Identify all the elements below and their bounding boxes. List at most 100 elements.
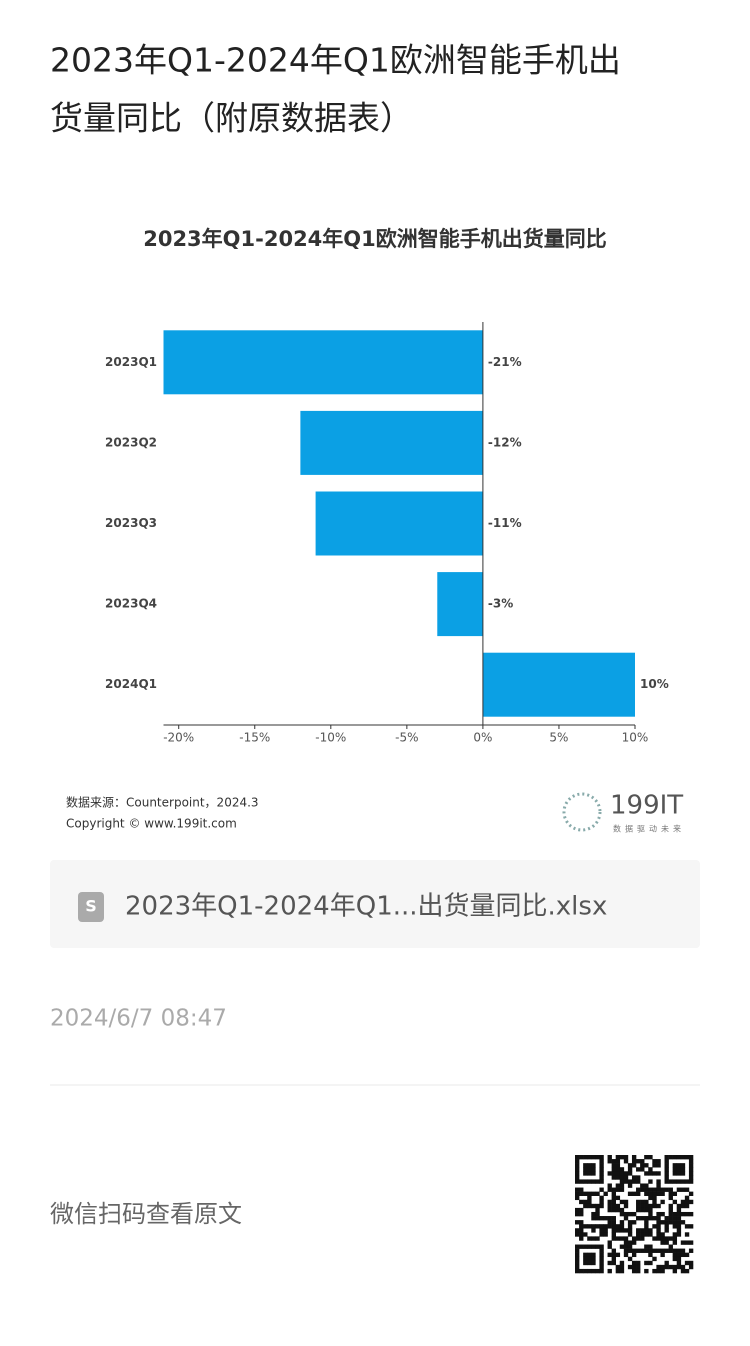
qr-module (591, 1268, 596, 1274)
qr-module (607, 1240, 612, 1245)
qr-module (688, 1155, 694, 1160)
qr-module (660, 1199, 665, 1205)
qr-module (640, 1228, 645, 1233)
qr-module (676, 1248, 682, 1253)
qr-module (615, 1224, 621, 1229)
qr-module (652, 1171, 657, 1176)
qr-module (583, 1224, 588, 1229)
chart-title: 2023年Q1-2024年Q1欧洲智能手机出货量同比 (143, 227, 607, 251)
qr-module (591, 1171, 596, 1176)
qr-module (615, 1207, 621, 1213)
qr-module (672, 1155, 678, 1160)
qr-module (579, 1207, 584, 1213)
qr-module (575, 1260, 580, 1266)
qr-module (575, 1207, 580, 1213)
qr-module (648, 1155, 653, 1160)
qr-module (627, 1211, 633, 1217)
qr-module (668, 1248, 673, 1253)
qr-module (676, 1155, 682, 1160)
qr-module (648, 1232, 653, 1237)
qr-module (688, 1248, 694, 1253)
qr-module (676, 1207, 682, 1213)
qr-module (579, 1232, 584, 1237)
qr-module (619, 1268, 625, 1274)
qr-module (583, 1268, 588, 1274)
qr-module (631, 1260, 637, 1266)
qr-module (664, 1228, 669, 1233)
qr-module (672, 1179, 678, 1184)
qr-module (644, 1171, 649, 1176)
qr-module (688, 1191, 694, 1196)
qr-module (640, 1167, 645, 1172)
qr-code[interactable] (575, 1155, 694, 1274)
qr-module (660, 1191, 665, 1196)
qr-module (591, 1244, 596, 1249)
qr-module (631, 1240, 637, 1245)
qr-module (644, 1183, 649, 1188)
qr-module (627, 1248, 633, 1253)
qr-module (688, 1211, 694, 1217)
qr-module (611, 1191, 616, 1196)
qr-module (676, 1179, 682, 1184)
qr-module (652, 1187, 657, 1192)
qr-module (591, 1256, 596, 1262)
qr-module (607, 1187, 612, 1192)
attachment-card[interactable] (50, 860, 700, 948)
qr-module (603, 1224, 608, 1229)
qr-module (648, 1195, 653, 1201)
qr-module (575, 1191, 580, 1196)
qr-module (607, 1171, 612, 1176)
qr-module (623, 1211, 629, 1217)
qr-module (636, 1159, 641, 1164)
qr-module (656, 1216, 661, 1221)
qr-module (579, 1268, 584, 1274)
qr-module (607, 1224, 612, 1229)
value-label: -3% (488, 597, 513, 611)
qr-module (680, 1187, 686, 1192)
bar (163, 330, 483, 395)
qr-module (611, 1252, 616, 1258)
qr-module (615, 1159, 621, 1164)
value-label: -12% (488, 435, 522, 449)
qr-module (591, 1260, 596, 1266)
qr-module (599, 1163, 604, 1168)
qr-module (619, 1244, 625, 1249)
qr-module (611, 1232, 616, 1237)
qr-module (591, 1224, 596, 1229)
qr-module (684, 1179, 690, 1184)
qr-module (599, 1175, 604, 1180)
qr-module (664, 1220, 669, 1225)
y-tick-label: 2023Q3 (105, 516, 157, 530)
qr-module (652, 1163, 657, 1168)
qr-module (623, 1203, 629, 1209)
qr-module (623, 1252, 629, 1258)
qr-module (611, 1224, 616, 1229)
qr-module (636, 1236, 641, 1241)
qr-module (623, 1240, 629, 1245)
qr-module (648, 1207, 653, 1213)
qr-module (599, 1260, 604, 1266)
qr-module (636, 1175, 641, 1180)
qr-module (648, 1252, 653, 1258)
qr-module (672, 1252, 678, 1258)
bar (482, 652, 635, 717)
qr-module (623, 1155, 629, 1160)
qr-module (636, 1199, 641, 1205)
qr-module (575, 1171, 580, 1176)
y-tick-label: 2023Q2 (105, 435, 157, 449)
qr-module (615, 1252, 621, 1258)
qr-module (575, 1179, 580, 1184)
qr-module (656, 1191, 661, 1196)
qr-module (591, 1203, 596, 1209)
qr-module (583, 1252, 588, 1258)
qr-module (664, 1240, 669, 1245)
qr-module (619, 1260, 625, 1266)
qr-module (599, 1264, 604, 1270)
qr-module (684, 1155, 690, 1160)
qr-module (672, 1199, 678, 1205)
qr-module (615, 1171, 621, 1176)
qr-module (676, 1220, 682, 1225)
qr-module (644, 1216, 649, 1221)
attachment-filename[interactable]: 2023年Q1-2024年Q1...出货量同比.xlsx (125, 892, 607, 922)
